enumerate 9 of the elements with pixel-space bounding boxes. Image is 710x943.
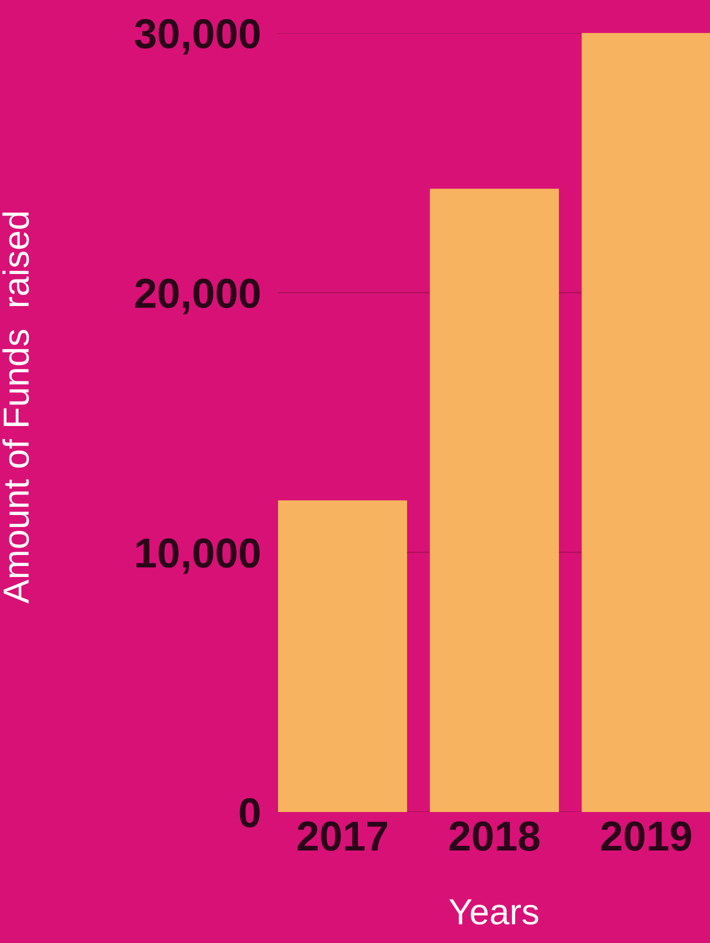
- y-axis-title: Amount of Funds raised: [2, 212, 29, 604]
- x-tick-label: 2019: [601, 821, 692, 851]
- x-tick-label: 2017: [298, 821, 388, 851]
- x-tick-label: 2018: [449, 821, 540, 851]
- x-axis-title: Years: [449, 899, 538, 925]
- y-tick-label: 0: [240, 798, 260, 828]
- y-tick-label: 10,000: [136, 538, 260, 574]
- y-tick-label: 20,000: [135, 278, 260, 314]
- y-tick-label: 30,000: [134, 19, 260, 55]
